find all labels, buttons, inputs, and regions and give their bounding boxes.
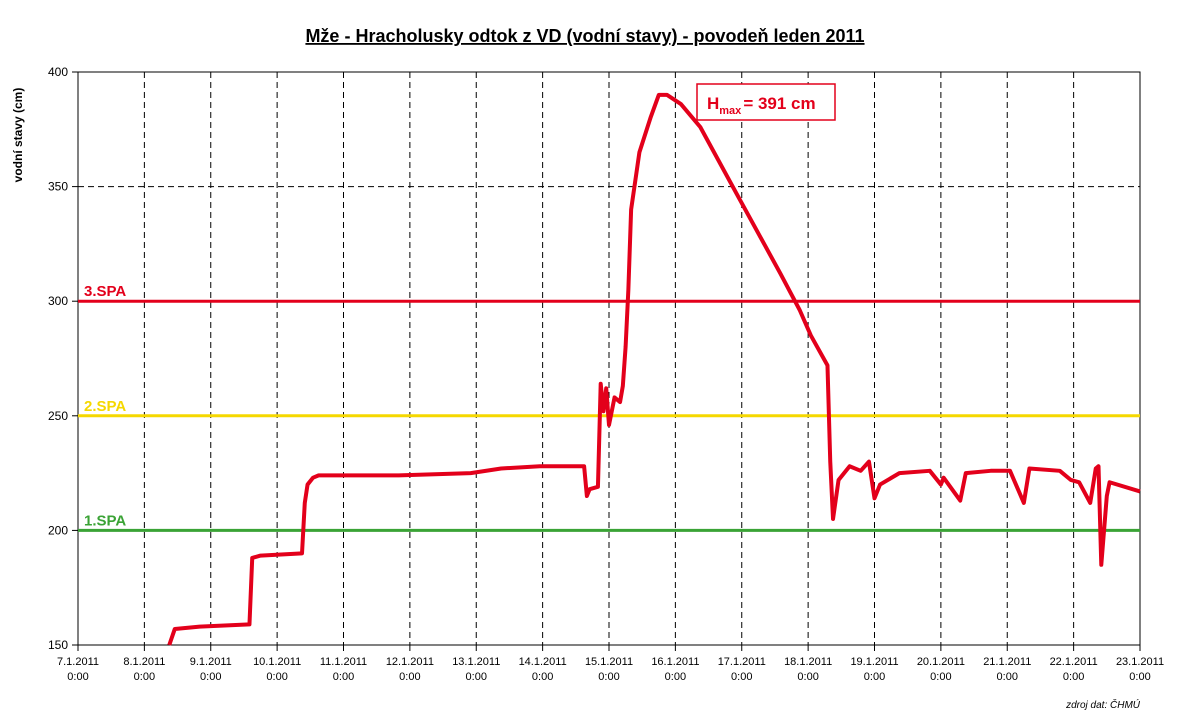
- x-tick-label: 17.1.2011: [718, 656, 766, 668]
- y-tick-label: 150: [48, 638, 68, 652]
- y-tick-label: 350: [48, 180, 68, 194]
- x-tick-label: 9.1.2011: [190, 656, 232, 668]
- x-tick-label: 0:00: [731, 671, 752, 683]
- x-tick-label: 21.1.2011: [983, 656, 1031, 668]
- x-tick-label: 18.1.2011: [784, 656, 832, 668]
- annotation-text: Hmax = 391 cm: [707, 94, 816, 117]
- x-tick-label: 15.1.2011: [585, 656, 633, 668]
- y-tick-label: 400: [48, 65, 68, 79]
- x-tick-label: 8.1.2011: [123, 656, 165, 668]
- x-tick-label: 16.1.2011: [651, 656, 699, 668]
- x-tick-label: 19.1.2011: [850, 656, 898, 668]
- data-line: [167, 92, 1141, 646]
- x-tick-label: 0:00: [1063, 671, 1084, 683]
- plot-frame: [77, 71, 1141, 646]
- source: zdroj dat: ČHMÚ: [1065, 698, 1141, 711]
- annotation-rest: = 391 cm: [743, 94, 815, 113]
- x-tick-label: 0:00: [665, 671, 686, 683]
- y-tick-label: 250: [48, 409, 68, 423]
- x-tick-label: 0:00: [134, 671, 155, 683]
- x-tick-label: 0:00: [399, 671, 420, 683]
- y-axis-label: vodní stavy (cm): [11, 88, 25, 183]
- x-tick-label: 20.1.2011: [917, 656, 965, 668]
- x-tick-label: 12.1.2011: [386, 656, 434, 668]
- x-tick-label: 7.1.2011: [57, 656, 99, 668]
- threshold-label: 1.SPA: [84, 512, 126, 529]
- threshold-label: 3.SPA: [84, 283, 126, 300]
- annotation-box: [696, 83, 836, 121]
- annotation-h: H: [707, 94, 719, 113]
- x-tick-label: 0:00: [1129, 671, 1150, 683]
- x-tick-label: 0:00: [864, 671, 885, 683]
- x-tick-label: 11.1.2011: [320, 656, 367, 668]
- x-tick-label: 0:00: [797, 671, 818, 683]
- chart-title: Mže - Hracholusky odtok z VD (vodní stav…: [305, 26, 864, 46]
- x-tick-label: 0:00: [67, 671, 88, 683]
- x-tick-label: 0:00: [200, 671, 221, 683]
- x-tick-label: 0:00: [266, 671, 287, 683]
- x-tick-label: 0:00: [997, 671, 1018, 683]
- threshold-label: 2.SPA: [84, 398, 126, 415]
- y-tick-label: 200: [48, 523, 68, 537]
- x-tick-label: 0:00: [466, 671, 487, 683]
- x-tick-label: 0:00: [930, 671, 951, 683]
- x-tick-label: 14.1.2011: [519, 656, 567, 668]
- x-tick-label: 10.1.2011: [253, 656, 301, 668]
- x-tick-label: 0:00: [333, 671, 354, 683]
- x-tick-label: 0:00: [598, 671, 619, 683]
- y-tick-label: 300: [48, 294, 68, 308]
- x-tick-label: 22.1.2011: [1050, 656, 1098, 668]
- x-tick-label: 13.1.2011: [452, 656, 500, 668]
- x-tick-label: 0:00: [532, 671, 553, 683]
- annotation-sub: max: [719, 105, 742, 117]
- x-tick-label: 23.1.2011: [1116, 656, 1164, 668]
